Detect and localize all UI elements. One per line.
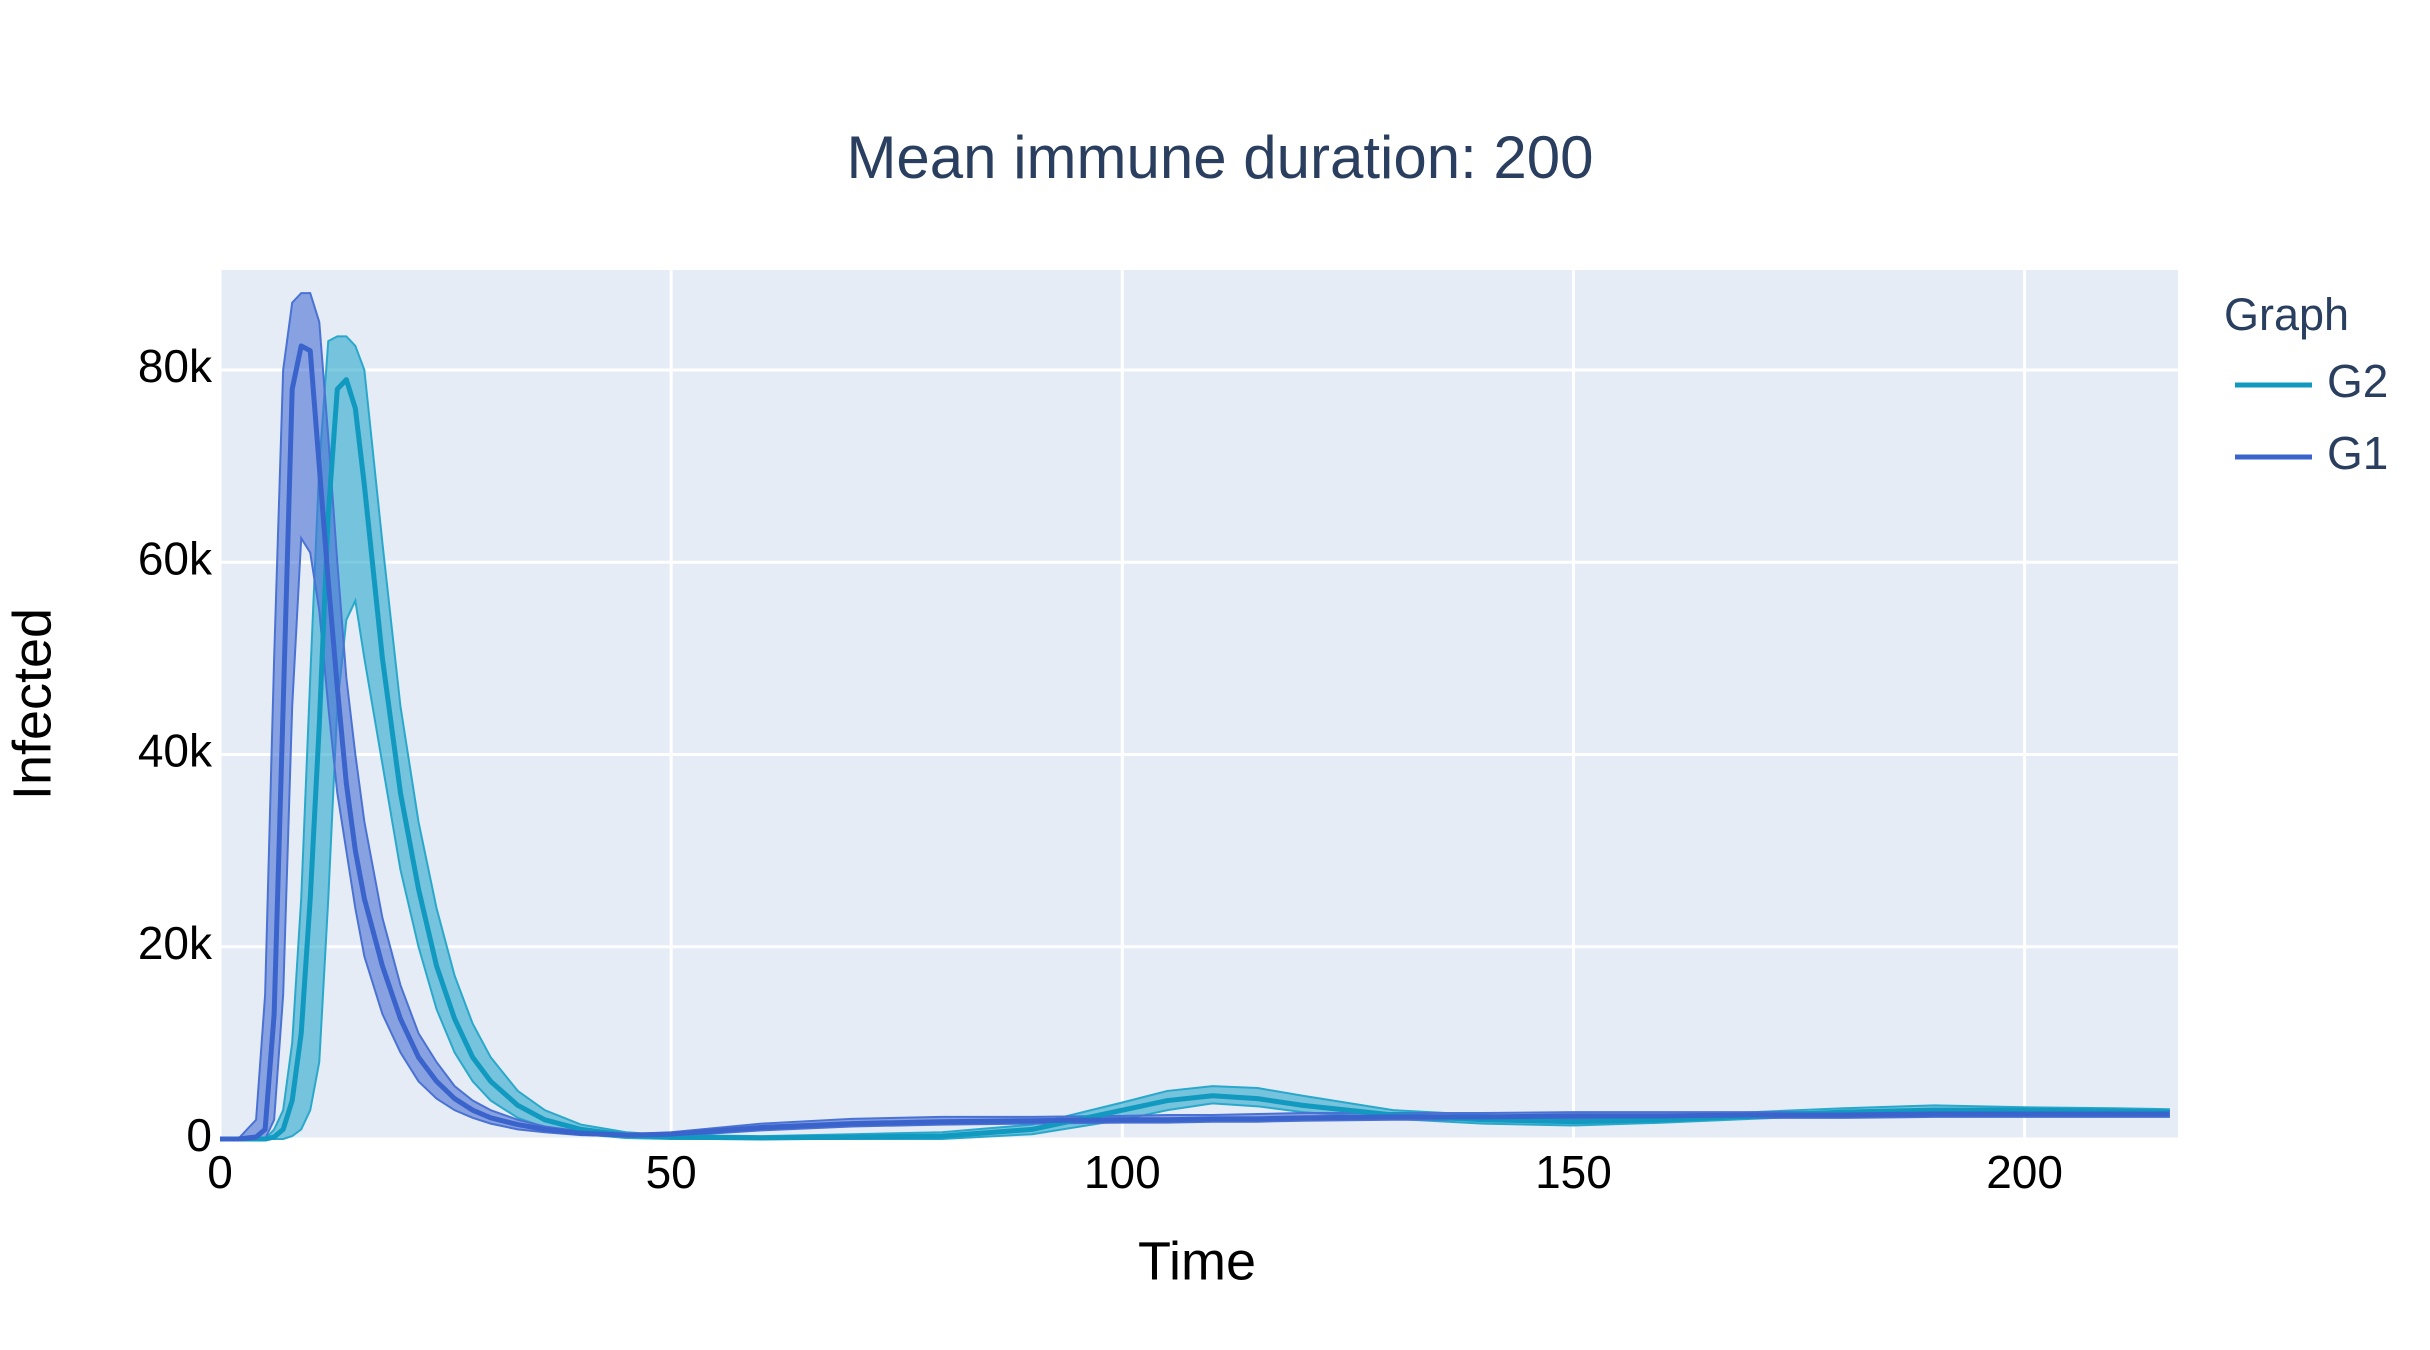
- x-axis-title: Time: [1138, 1231, 1256, 1291]
- plot-area: [220, 270, 2178, 1139]
- y-axis-title: Infected: [2, 608, 62, 800]
- y-tick-label: 20k: [138, 917, 213, 969]
- chart-title: Mean immune duration: 200: [846, 124, 1593, 191]
- x-tick-label: 50: [646, 1146, 697, 1198]
- legend-title: Graph: [2224, 289, 2349, 340]
- series-line: [220, 377, 2170, 1142]
- x-tick-label: 100: [1084, 1146, 1161, 1198]
- y-tick-label: 60k: [138, 532, 213, 584]
- y-tick-label: 80k: [138, 340, 213, 392]
- legend-label: G2: [2327, 355, 2388, 407]
- y-tick-label: 40k: [138, 725, 213, 777]
- y-tick-label: 0: [186, 1109, 212, 1161]
- x-tick-label: 150: [1535, 1146, 1612, 1198]
- legend-label: G1: [2327, 427, 2388, 479]
- x-tick-label: 0: [207, 1146, 233, 1198]
- series-line: [220, 343, 2169, 1142]
- x-tick-label: 200: [1986, 1146, 2063, 1198]
